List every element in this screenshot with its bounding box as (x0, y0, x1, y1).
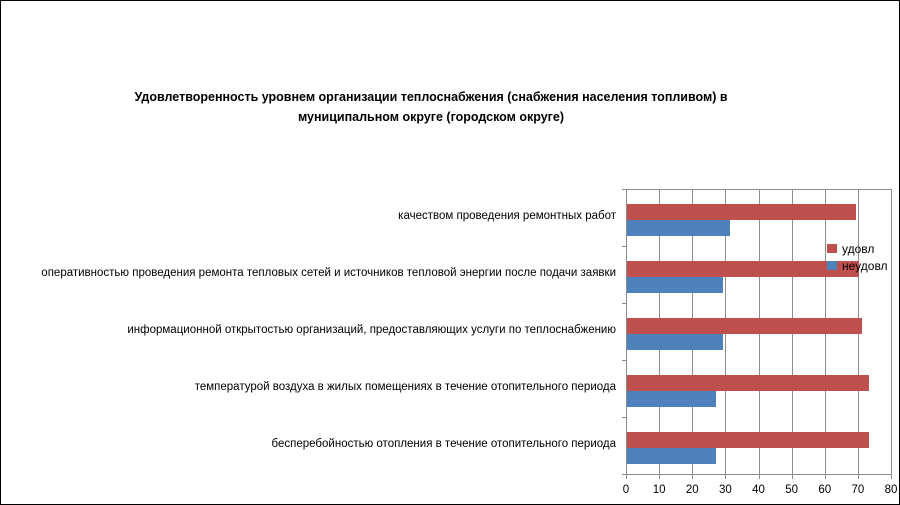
x-tick-label: 50 (785, 484, 799, 496)
y-tick-mark (622, 246, 626, 247)
x-tick-mark (824, 474, 826, 479)
category-label: бесперебойностью отопления в течение ото… (271, 438, 616, 450)
x-tick-mark (891, 474, 892, 479)
x-tick-mark (791, 474, 793, 479)
x-tick-label: 80 (884, 484, 898, 496)
y-tick-mark (622, 189, 626, 190)
legend-item-udovl: удовл (827, 240, 888, 257)
legend-label-udovl: удовл (842, 241, 875, 256)
x-tick-label: 40 (752, 484, 765, 496)
x-tick-label: 30 (718, 484, 732, 496)
x-tick-mark (758, 474, 760, 479)
plot-top-border (626, 189, 892, 190)
bar-удовл (627, 375, 869, 391)
x-tick-mark (659, 474, 661, 479)
y-tick-mark (622, 417, 626, 418)
category-label: качеством проведения ремонтных работ (398, 210, 616, 222)
legend-label-neudovl: неудовл (842, 258, 888, 273)
legend-swatch-udovl-icon (827, 244, 837, 253)
gridline (891, 189, 892, 474)
bar-неудовл (627, 277, 724, 293)
bar-неудовл (627, 220, 730, 236)
x-tick-mark (626, 474, 627, 479)
x-tick-label: 60 (818, 484, 832, 496)
category-label: информационной открытостью организаций, … (127, 324, 616, 336)
bar-удовл (627, 432, 869, 448)
x-tick-mark (725, 474, 727, 479)
chart-title: Удовлетворенность уровнем организации те… (134, 90, 728, 124)
x-tick-mark (857, 474, 859, 479)
category-label: температурой воздуха в жилых помещениях … (194, 381, 616, 393)
y-tick-mark (622, 474, 626, 475)
bar-удовл (627, 261, 859, 277)
bar-неудовл (627, 334, 724, 350)
bar-удовл (627, 318, 863, 334)
x-tick-mark (692, 474, 694, 479)
x-tick-label: 0 (622, 484, 630, 496)
x-tick-label: 10 (652, 484, 666, 496)
y-tick-mark (622, 360, 626, 361)
x-axis-line (626, 474, 892, 475)
bar-неудовл (627, 448, 717, 464)
x-tick-label: 20 (685, 484, 699, 496)
category-label: оперативностью проведения ремонта теплов… (41, 267, 616, 279)
legend: удовл неудовл (827, 240, 888, 274)
bar-удовл (627, 204, 856, 220)
legend-item-neudovl: неудовл (827, 257, 888, 274)
bar-неудовл (627, 391, 717, 407)
x-tick-label: 70 (851, 484, 865, 496)
legend-swatch-neudovl-icon (827, 261, 837, 270)
y-tick-mark (622, 303, 626, 304)
gridline (626, 189, 627, 474)
